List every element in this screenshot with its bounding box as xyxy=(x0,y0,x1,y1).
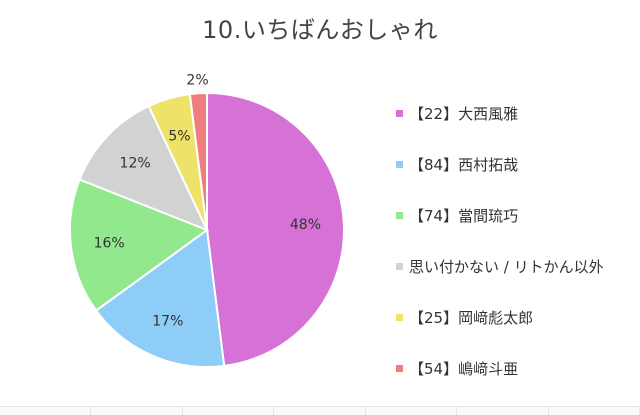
legend-item-2: 【74】當間琉巧 xyxy=(396,190,640,241)
pie-slice-5 xyxy=(188,91,208,231)
legend-swatch xyxy=(396,365,403,372)
slice-value-label-1: 17% xyxy=(152,314,183,330)
legend-swatch xyxy=(396,212,403,219)
legend-item-4: 【25】岡﨑彪太郎 xyxy=(396,292,640,343)
slice-value-label-4: 5% xyxy=(168,128,190,144)
legend-label: 【84】西村拓哉 xyxy=(409,156,519,174)
legend-swatch xyxy=(396,110,403,117)
chart-title: 10.いちばんおしゃれ xyxy=(202,16,438,44)
legend-label: 【54】嶋﨑斗亜 xyxy=(409,360,519,378)
legend-label: 【25】岡﨑彪太郎 xyxy=(409,309,534,327)
legend-item-3: 思い付かない / リトかん以外 xyxy=(396,241,640,292)
legend-label: 思い付かない / リトかん以外 xyxy=(409,258,604,276)
legend-label: 【22】大西風雅 xyxy=(409,105,519,123)
legend-swatch xyxy=(396,161,403,168)
slice-value-label-3: 12% xyxy=(120,155,151,171)
sheet-grid-strip xyxy=(0,406,640,415)
slice-value-label-0: 48% xyxy=(290,217,321,233)
legend-swatch xyxy=(396,314,403,321)
legend-item-1: 【84】西村拓哉 xyxy=(396,139,640,190)
legend-label: 【74】當間琉巧 xyxy=(409,207,519,225)
pie-slice-1 xyxy=(94,228,226,368)
legend: 【22】大西風雅 【84】西村拓哉 【74】當間琉巧思い付かない / リトかん以外【… xyxy=(396,88,640,394)
slice-value-label-2: 16% xyxy=(94,235,125,251)
legend-item-5: 【54】嶋﨑斗亜 xyxy=(396,343,640,394)
legend-item-0: 【22】大西風雅 xyxy=(396,88,640,139)
pie-slice-0 xyxy=(206,91,345,368)
slice-value-label-5: 2% xyxy=(186,72,208,88)
pie-slice-3 xyxy=(78,104,209,232)
legend-swatch xyxy=(396,263,403,270)
pie-slice-2 xyxy=(69,178,210,312)
